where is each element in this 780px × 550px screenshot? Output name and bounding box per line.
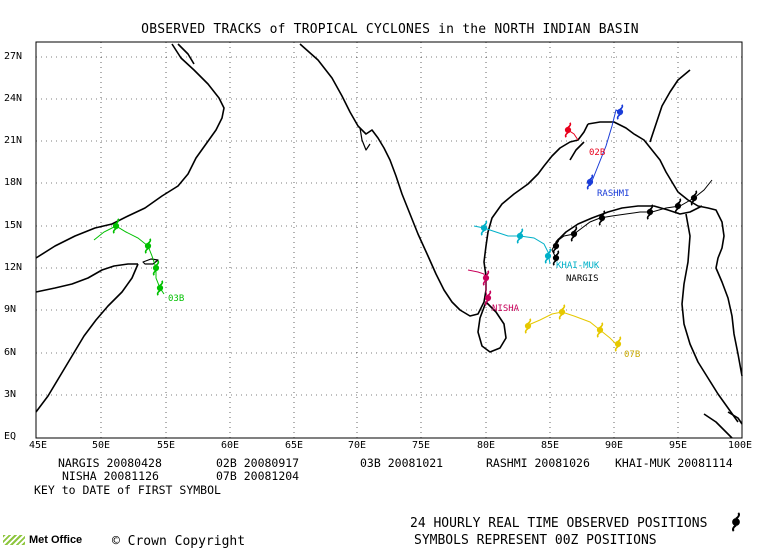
- x-tick-label: 65E: [284, 440, 304, 451]
- cyclone-position-icon: [674, 198, 682, 214]
- label-nisha: NISHA: [492, 304, 520, 314]
- y-tick-label: 9N: [4, 304, 17, 315]
- y-tick-label: 12N: [4, 262, 23, 273]
- key-nargis: NARGIS 20080428: [58, 456, 162, 470]
- cyclone-position-icon: [558, 303, 566, 321]
- storm-labels: 03B 02B RASHMI KHAI-MUK NARGIS NISHA 07B: [168, 148, 640, 360]
- x-tick-label: 70E: [347, 440, 367, 451]
- copyright: © Crown Copyright: [112, 534, 246, 549]
- coastlines: [35, 43, 743, 439]
- track-03b: [93, 225, 165, 295]
- y-tick-label: 15N: [4, 220, 23, 231]
- x-tick-label: 100E: [727, 440, 753, 451]
- cyclone-position-icon: [614, 335, 622, 353]
- x-tick-label: 50E: [91, 440, 111, 451]
- x-tick-label: 90E: [604, 440, 624, 451]
- x-tick-label: 80E: [476, 440, 496, 451]
- y-tick-label: EQ: [4, 431, 17, 442]
- y-tick-label: 24N: [4, 93, 23, 104]
- cyclone-position-icon: [524, 317, 532, 335]
- x-tick-label: 85E: [540, 440, 560, 451]
- label-07b: 07B: [624, 350, 640, 360]
- cyclone-position-icon: [112, 218, 120, 234]
- label-03b: 03B: [168, 294, 184, 304]
- x-tick-label: 55E: [156, 440, 176, 451]
- label-nargis: NARGIS: [566, 274, 599, 284]
- cyclone-position-icon: [516, 228, 524, 244]
- label-rashmi: RASHMI: [597, 189, 630, 199]
- y-tick-label: 21N: [4, 135, 23, 146]
- cyclone-position-icon: [598, 210, 606, 226]
- cyclone-symbols: [112, 104, 698, 353]
- cyclone-position-icon: [480, 220, 488, 236]
- x-tick-label: 60E: [220, 440, 240, 451]
- map-frame: [35, 41, 743, 439]
- y-tick-label: 3N: [4, 389, 17, 400]
- footer-line-2: SYMBOLS REPRESENT 00Z POSITIONS: [414, 533, 657, 548]
- key-khai-muk: KHAI-MUK 20081114: [615, 456, 733, 470]
- track-rashmi: [589, 109, 621, 187]
- x-tick-label: 75E: [411, 440, 431, 451]
- footer-line-1: 24 HOURLY REAL TIME OBSERVED POSITIONS: [410, 516, 708, 531]
- graticule: [36, 42, 742, 438]
- key-07b: 07B 20081204: [216, 469, 300, 483]
- map-title: OBSERVED TRACKS of TROPICAL CYCLONES in …: [141, 22, 639, 37]
- y-tick-label: 27N: [4, 51, 23, 62]
- label-khai-muk: KHAI-MUK: [556, 261, 600, 271]
- track-nargis: [555, 179, 713, 243]
- key-rashmi: RASHMI 20081026: [486, 456, 590, 470]
- storm-tracks: [93, 109, 713, 347]
- cyclone-position-icon: [596, 321, 604, 339]
- cyclone-position-icon: [586, 174, 594, 190]
- cyclone-position-icon: [616, 104, 624, 120]
- label-02b: 02B: [589, 148, 605, 158]
- x-tick-label: 95E: [668, 440, 688, 451]
- met-office-logo-icon: [3, 535, 25, 545]
- met-office-logo: Met Office: [3, 534, 82, 546]
- y-tick-label: 18N: [4, 177, 23, 188]
- track-07b: [525, 311, 619, 347]
- x-tick-label: 45E: [28, 440, 48, 451]
- cyclone-position-icon: [646, 204, 654, 220]
- key-02b: 02B 20080917: [216, 456, 300, 470]
- cyclone-position-icon: [564, 122, 572, 138]
- key-caption: KEY to DATE of FIRST SYMBOL: [34, 483, 221, 497]
- cyclone-position-icon: [570, 226, 578, 242]
- key-03b: 03B 20081021: [360, 456, 444, 470]
- y-tick-label: 6N: [4, 347, 17, 358]
- key-nisha: NISHA 20081126: [62, 469, 159, 483]
- cyclone-symbol-icon: [731, 512, 741, 532]
